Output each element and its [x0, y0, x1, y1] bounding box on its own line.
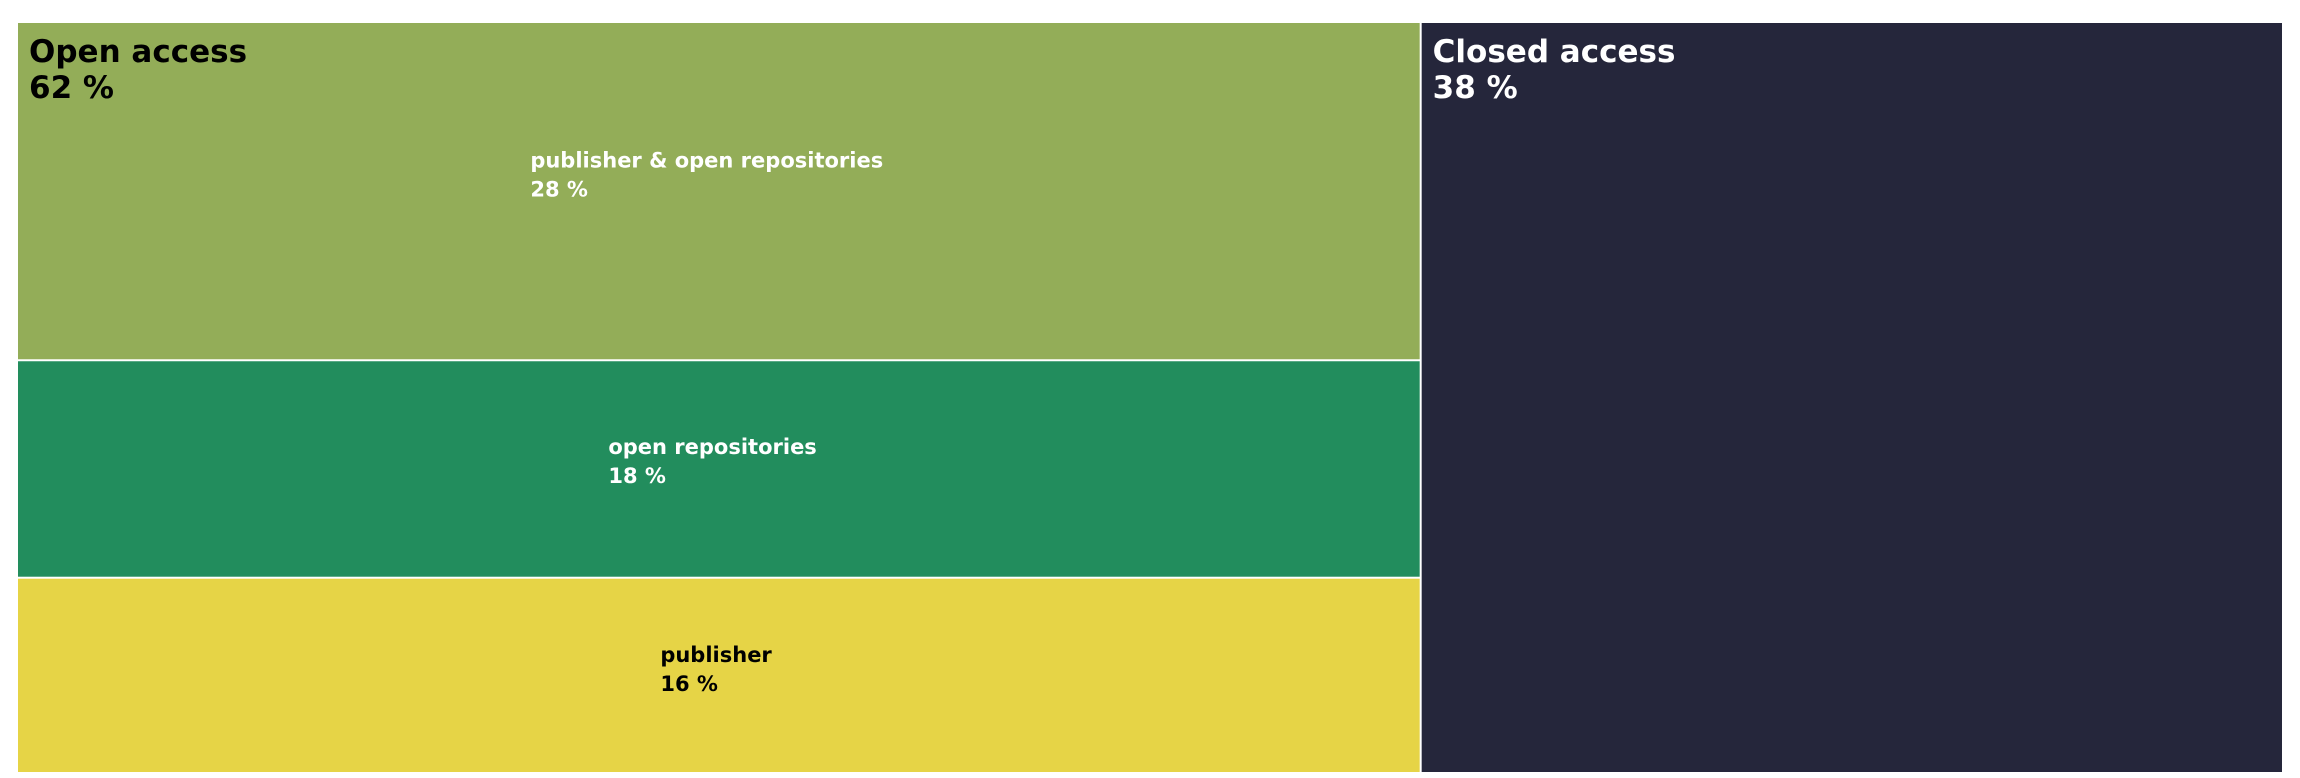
tile-publisher-and-open-repositories [18, 23, 1420, 360]
group-label-closed-access: Closed access [1433, 34, 1676, 70]
treemap-labels: publisher & open repositories 28 % open re… [29, 34, 1675, 696]
tile-closed-access [1421, 23, 2282, 772]
tile-label-open-repositories: open repositories [608, 435, 816, 459]
tile-open-repositories [18, 361, 1420, 577]
tile-publisher [18, 578, 1420, 772]
tile-value-publisher: 16 % [660, 672, 718, 696]
tile-value-open-repositories: 18 % [608, 464, 666, 488]
tile-label-publisher: publisher [660, 643, 772, 667]
group-label-open-access: Open access [29, 34, 247, 70]
treemap-tiles [18, 23, 2282, 772]
group-value-open-access: 62 % [29, 70, 114, 106]
tile-label-publisher-and-open-repositories: publisher & open repositories [530, 149, 883, 173]
tile-value-publisher-and-open-repositories: 28 % [530, 178, 588, 202]
group-value-closed-access: 38 % [1433, 70, 1518, 106]
